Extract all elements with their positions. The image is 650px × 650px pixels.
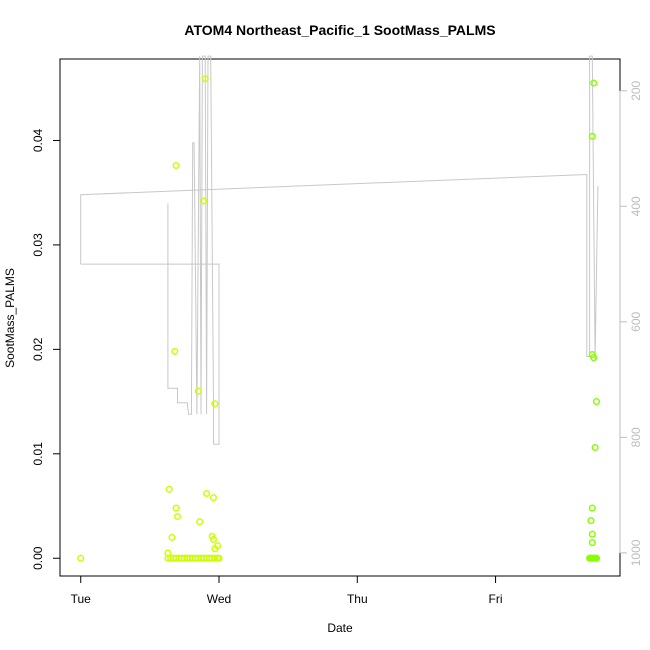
data-point [591, 443, 599, 452]
plot-area [77, 55, 601, 562]
right-tick-label: 600 [629, 312, 643, 332]
data-point [209, 535, 218, 543]
right-tick-label: 400 [629, 196, 643, 216]
data-point [588, 530, 596, 538]
data-point [172, 504, 180, 512]
data-point [590, 354, 598, 362]
data-point [168, 533, 176, 541]
data-point [588, 504, 596, 512]
data-point [214, 542, 222, 550]
data-point [588, 132, 596, 140]
x-tick-label: Wed [207, 592, 231, 606]
y-axis-label: SootMass_PALMS [3, 268, 17, 368]
data-point [77, 554, 85, 562]
data-point [209, 494, 218, 502]
data-point [592, 398, 601, 406]
y-axis: 0.00 0.01 0.02 0.03 0.04 [31, 128, 61, 570]
data-point [200, 197, 208, 205]
data-point [196, 518, 204, 526]
x-axis-label: Date [327, 621, 353, 635]
x-tick-label: Fri [489, 592, 503, 606]
plot-frame [59, 58, 621, 577]
data-point [587, 517, 595, 525]
data-point [171, 347, 179, 355]
data-point [211, 400, 219, 408]
chart-title: ATOM4 Northeast_Pacific_1 SootMass_PALMS [184, 22, 495, 38]
altitude-line [80, 55, 599, 360]
y-tick-label: 0.04 [31, 128, 45, 152]
right-axis: 200 400 600 800 1000 [619, 80, 643, 566]
y-tick-label: 0.03 [31, 233, 45, 257]
data-point [201, 75, 209, 83]
x-tick-label: Tue [71, 592, 92, 606]
data-point [590, 79, 598, 87]
right-tick-label: 800 [629, 427, 643, 447]
data-point [211, 554, 219, 562]
right-tick-label: 200 [629, 80, 643, 100]
altitude-line [80, 55, 220, 445]
data-point [215, 554, 223, 562]
data-point [588, 539, 596, 547]
data-point [173, 512, 182, 521]
data-point [165, 485, 173, 493]
data-point [203, 489, 211, 498]
x-tick-label: Thu [347, 592, 368, 606]
data-point [592, 554, 601, 562]
y-tick-label: 0.01 [31, 442, 45, 466]
right-tick-label: 1000 [629, 539, 643, 566]
x-axis: Tue Wed Thu Fri [71, 575, 503, 606]
y-tick-label: 0.02 [31, 337, 45, 361]
data-point [172, 161, 180, 170]
y-tick-label: 0.00 [31, 546, 45, 570]
data-point [194, 387, 202, 395]
